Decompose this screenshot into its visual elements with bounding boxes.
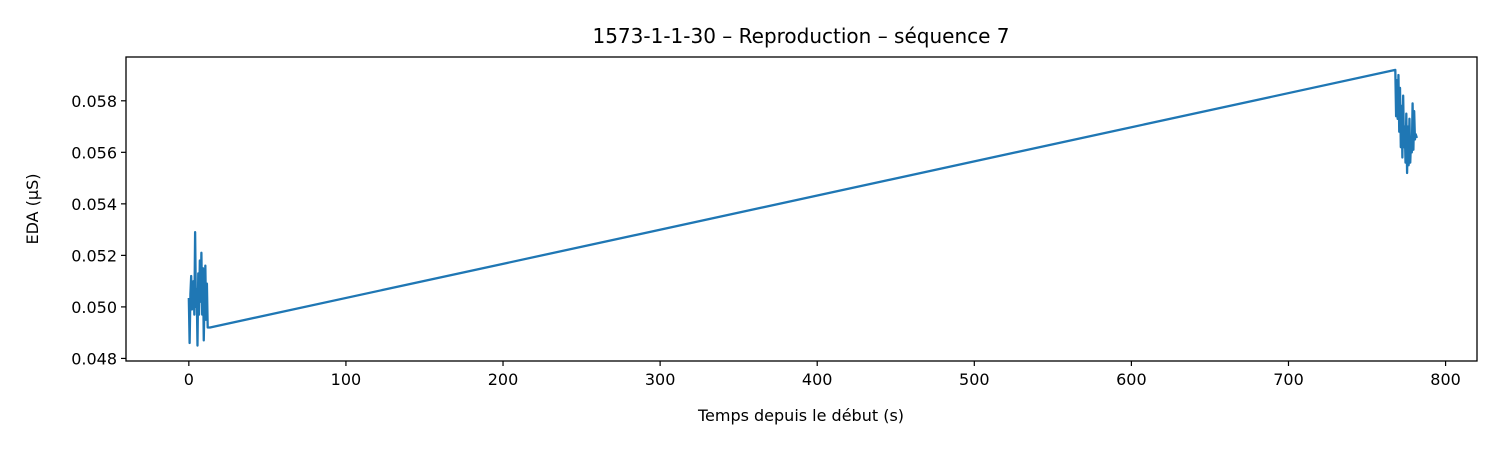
y-tick-label: 0.052 bbox=[71, 246, 117, 265]
x-tick-label: 700 bbox=[1273, 370, 1304, 389]
x-tick-label: 0 bbox=[184, 370, 194, 389]
plot-area bbox=[187, 68, 1418, 347]
x-tick-label: 600 bbox=[1116, 370, 1147, 389]
x-tick-label: 100 bbox=[331, 370, 362, 389]
series-line-0 bbox=[187, 68, 1418, 347]
chart-title: 1573-1-1-30 – Reproduction – séquence 7 bbox=[592, 24, 1009, 48]
x-axis-title: Temps depuis le début (s) bbox=[697, 406, 904, 425]
y-axis: 0.048 0.050 0.052 0.054 0.056 0.058 bbox=[71, 92, 126, 368]
x-tick-label: 300 bbox=[645, 370, 676, 389]
y-tick-label: 0.048 bbox=[71, 349, 117, 368]
y-tick-label: 0.058 bbox=[71, 92, 117, 111]
x-tick-label: 500 bbox=[959, 370, 990, 389]
x-axis: 0 100 200 300 400 500 600 700 800 bbox=[184, 361, 1461, 389]
y-tick-label: 0.050 bbox=[71, 298, 117, 317]
plot-frame bbox=[125, 56, 1478, 362]
x-tick-label: 400 bbox=[802, 370, 833, 389]
y-axis-title: EDA (µS) bbox=[23, 174, 42, 245]
x-tick-label: 200 bbox=[488, 370, 519, 389]
y-tick-label: 0.056 bbox=[71, 143, 117, 162]
x-tick-label: 800 bbox=[1430, 370, 1461, 389]
y-tick-label: 0.054 bbox=[71, 195, 117, 214]
